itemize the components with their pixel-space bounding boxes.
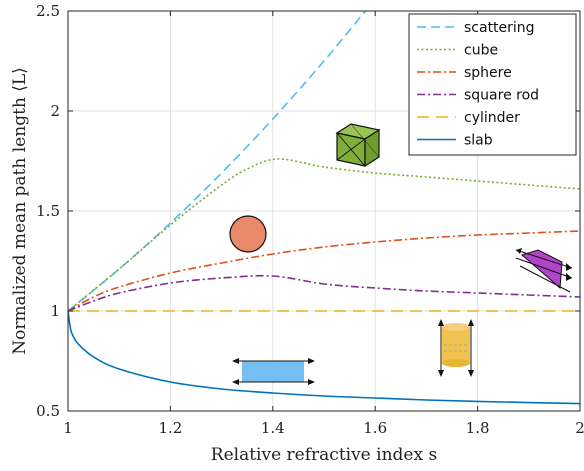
x-tick-label: 1.4 bbox=[261, 419, 285, 437]
y-tick-label: 1.5 bbox=[36, 202, 60, 220]
series-line-cube bbox=[68, 158, 580, 312]
cube-icon bbox=[335, 123, 381, 168]
legend-label: cube bbox=[464, 43, 498, 59]
x-tick-label: 1 bbox=[63, 419, 73, 437]
x-tick-label: 1.2 bbox=[158, 419, 182, 437]
series-line-scattering bbox=[68, 11, 367, 312]
x-axis-label: Relative refractive index s bbox=[211, 445, 437, 465]
legend-label: scattering bbox=[464, 20, 535, 36]
sphere-icon bbox=[229, 215, 267, 253]
x-tick-label: 2 bbox=[575, 419, 584, 437]
y-tick-label: 2 bbox=[50, 102, 60, 120]
legend-box bbox=[408, 13, 577, 156]
y-tick-label: 2.5 bbox=[36, 2, 60, 20]
x-tick-label: 1.8 bbox=[466, 419, 490, 437]
x-tick-label: 1.6 bbox=[363, 419, 387, 437]
square-rod-icon bbox=[515, 248, 573, 293]
legend-label: sphere bbox=[464, 65, 512, 81]
ticks: 1 1.2 1.4 1.6 1.8 20.511.522.5 bbox=[36, 2, 584, 437]
y-tick-label: 0.5 bbox=[36, 402, 60, 420]
series-line-slab bbox=[68, 310, 580, 405]
series-layer bbox=[68, 11, 580, 405]
legend-label: cylinder bbox=[464, 110, 520, 126]
cylinder-icon bbox=[438, 319, 474, 377]
legend-label: square rod bbox=[464, 88, 539, 104]
slab-icon bbox=[232, 358, 315, 385]
legend: scattering cube sphere square rod cylinder sl… bbox=[408, 13, 577, 156]
y-tick-label: 1 bbox=[50, 302, 60, 320]
y-axis-label: Normalized mean path length ⟨L⟩ bbox=[10, 67, 30, 355]
series-line-square-rod bbox=[68, 274, 580, 312]
series-line-sphere bbox=[68, 230, 580, 312]
legend-label: slab bbox=[464, 133, 493, 149]
